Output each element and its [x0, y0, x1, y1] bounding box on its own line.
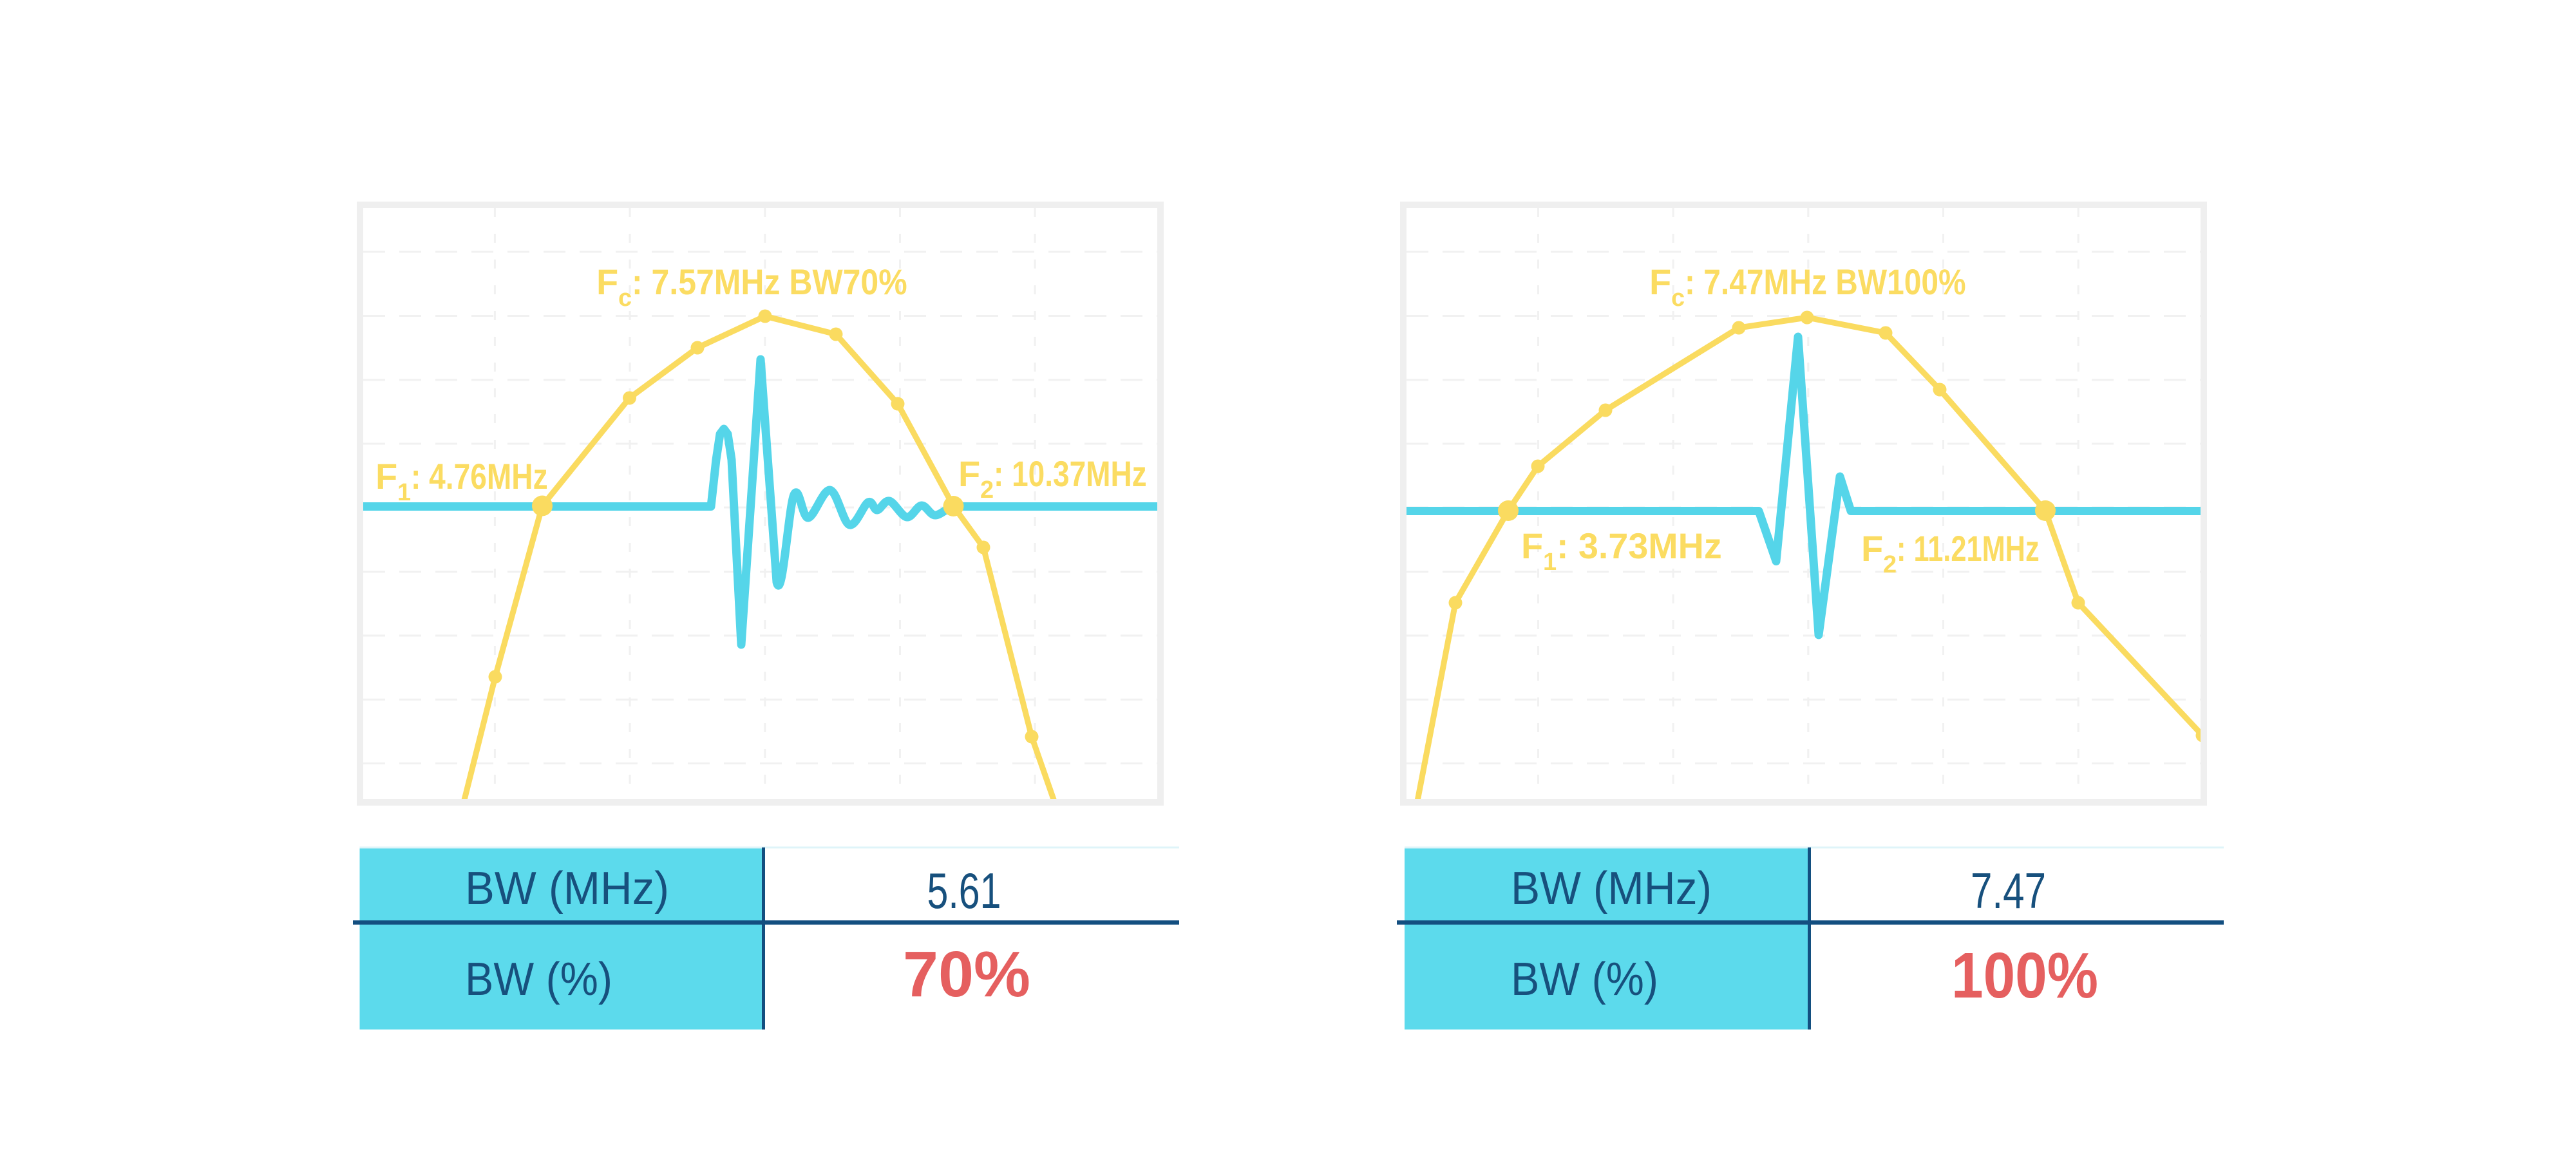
svg-text:100%: 100%: [1951, 940, 2098, 1012]
svg-text:BW (MHz): BW (MHz): [1511, 863, 1712, 914]
svg-text:: 7.57MHz BW70%: : 7.57MHz BW70%: [632, 261, 907, 302]
svg-text:2: 2: [1883, 551, 1897, 578]
svg-text:7.47: 7.47: [1971, 862, 2046, 919]
svg-text:: 10.37MHz: : 10.37MHz: [994, 453, 1147, 494]
svg-text:F: F: [596, 261, 618, 302]
svg-text:F: F: [1649, 261, 1671, 302]
svg-text:F: F: [1521, 525, 1543, 566]
svg-text:F: F: [958, 453, 980, 494]
svg-text:1: 1: [397, 479, 411, 506]
svg-text:: 3.73MHz: : 3.73MHz: [1557, 525, 1722, 566]
svg-text:BW (%): BW (%): [465, 954, 612, 1005]
svg-text:: 11.21MHz: : 11.21MHz: [1897, 528, 2040, 569]
svg-text:c: c: [618, 285, 632, 312]
svg-text:c: c: [1671, 285, 1685, 312]
svg-text:: 7.47MHz BW100%: : 7.47MHz BW100%: [1685, 261, 1966, 302]
svg-text:2: 2: [980, 477, 994, 504]
svg-text:1: 1: [1543, 549, 1557, 576]
svg-text:70%: 70%: [903, 938, 1030, 1010]
svg-text:BW (%): BW (%): [1511, 954, 1658, 1005]
svg-text:F: F: [375, 456, 397, 497]
svg-text:: 4.76MHz: : 4.76MHz: [411, 456, 548, 497]
svg-text:BW (MHz): BW (MHz): [465, 863, 669, 914]
svg-text:5.61: 5.61: [927, 862, 1001, 919]
svg-text:F: F: [1861, 528, 1883, 569]
